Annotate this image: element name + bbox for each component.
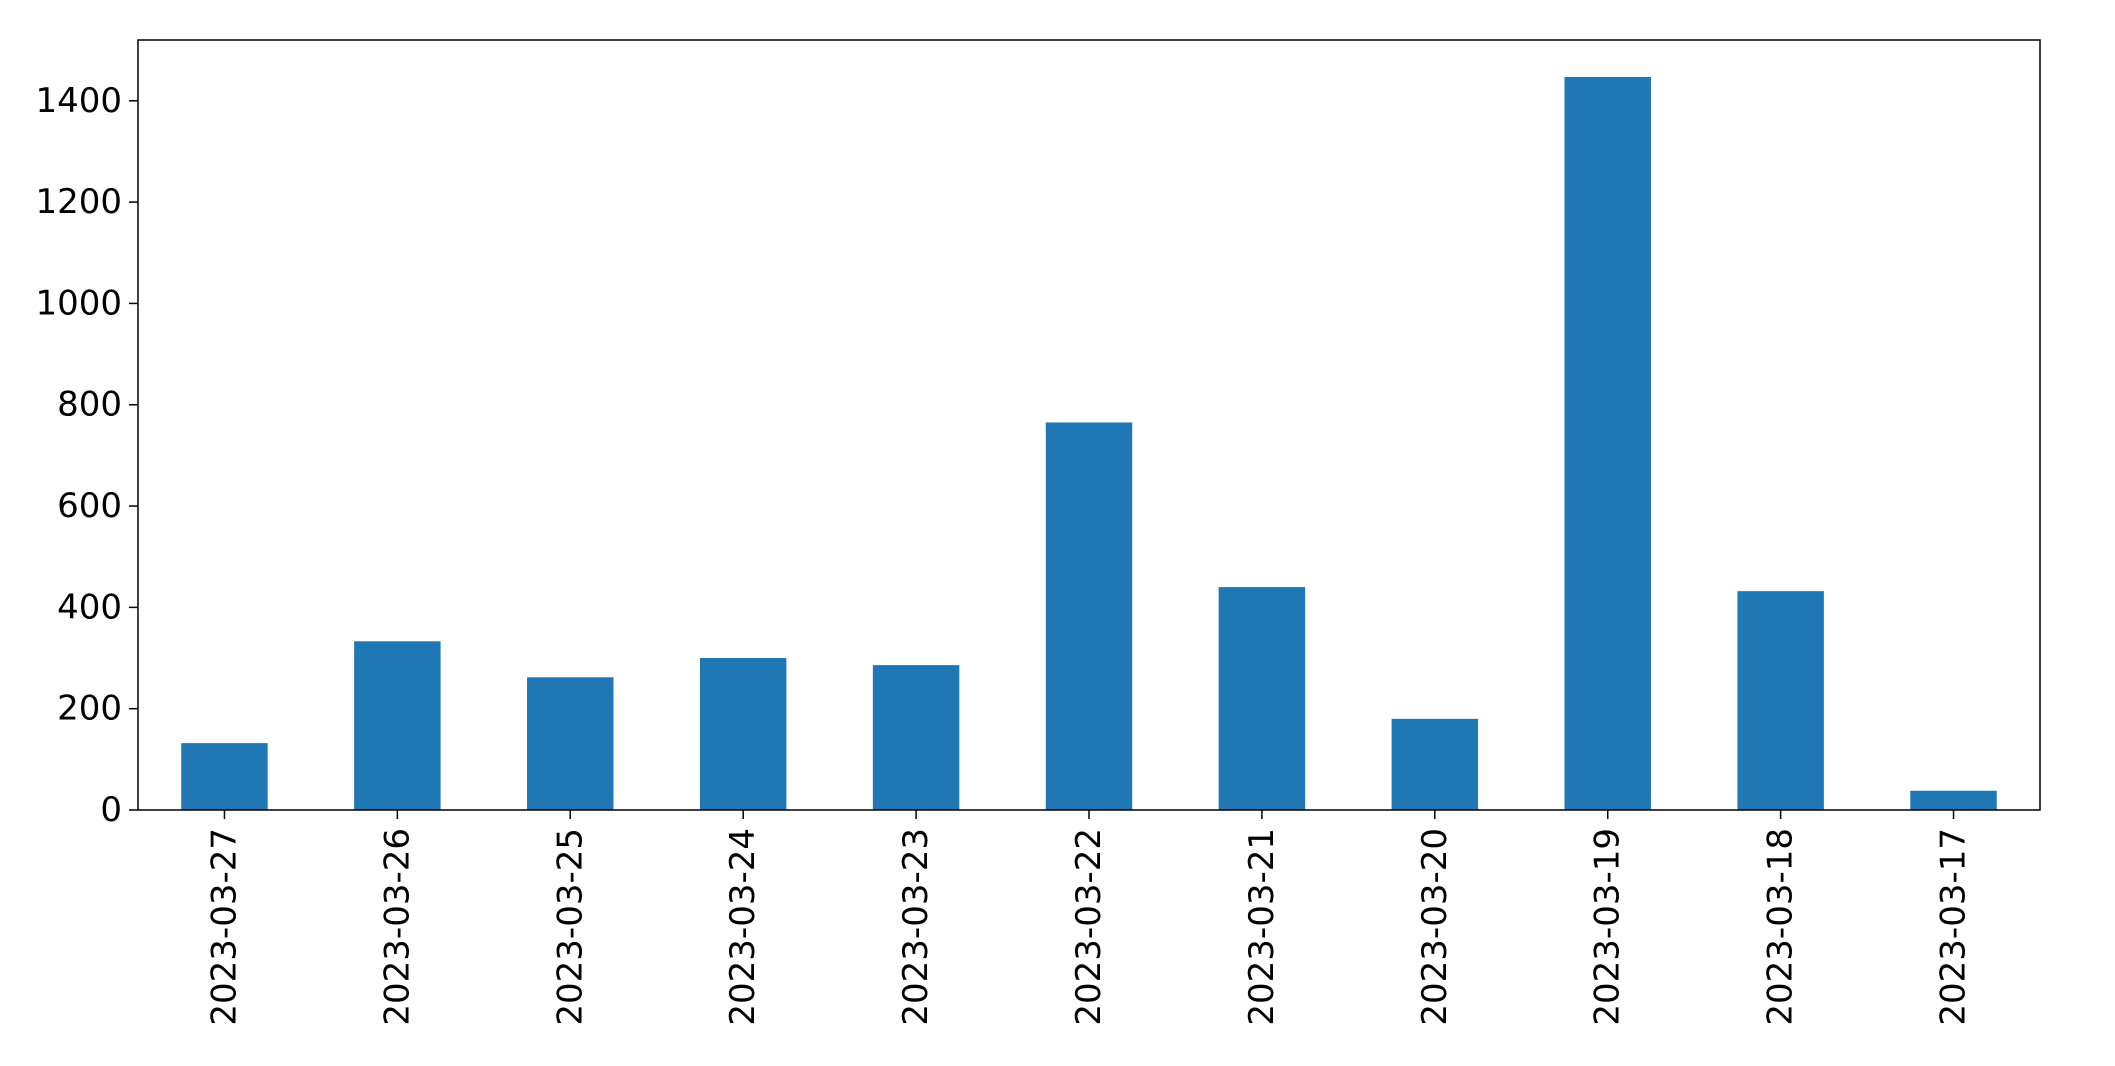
x-axis: 2023-03-27 2023-03-26 2023-03-25 2023-03-24… <box>204 810 1974 1026</box>
y-tick-label: 1200 <box>35 182 122 222</box>
x-tick-label: 2023-03-24 <box>723 828 763 1026</box>
x-tick-label: 2023-03-27 <box>204 828 244 1026</box>
bar-2023-03-17 <box>1910 790 1997 810</box>
bar-2023-03-23 <box>872 665 960 810</box>
x-tick-label: 2023-03-21 <box>1242 828 1282 1026</box>
y-tick-label: 400 <box>57 587 122 627</box>
x-tick-label: 2023-03-18 <box>1761 828 1801 1026</box>
bar-2023-03-20 <box>1391 718 1479 810</box>
bar-2023-03-19 <box>1564 76 1651 810</box>
bar-2023-03-24 <box>699 658 787 810</box>
bars-layer <box>181 76 1997 810</box>
x-tick-label: 2023-03-17 <box>1934 828 1974 1026</box>
x-tick-label: 2023-03-26 <box>377 828 417 1026</box>
x-tick-label: 2023-03-25 <box>550 828 590 1026</box>
y-axis: 0 200 400 600 800 1000 1200 1400 <box>35 81 138 830</box>
y-tick-label: 800 <box>57 385 122 425</box>
y-tick-label: 1400 <box>35 81 122 121</box>
y-tick-label: 1000 <box>35 283 122 323</box>
y-tick-label: 0 <box>100 790 122 830</box>
bar-2023-03-25 <box>527 677 614 810</box>
x-tick-label: 2023-03-23 <box>896 828 936 1026</box>
x-tick-label: 2023-03-19 <box>1588 828 1628 1026</box>
y-tick-label: 600 <box>57 486 122 526</box>
bar-2023-03-26 <box>354 641 441 810</box>
y-tick-label: 200 <box>57 689 122 729</box>
bar-2023-03-18 <box>1737 591 1824 810</box>
x-tick-label: 2023-03-20 <box>1415 828 1455 1026</box>
bar-2023-03-27 <box>181 743 268 810</box>
bar-2023-03-21 <box>1218 587 1306 810</box>
bar-2023-03-22 <box>1045 422 1133 810</box>
x-tick-label: 2023-03-22 <box>1069 828 1109 1026</box>
plot-frame <box>137 39 2041 811</box>
